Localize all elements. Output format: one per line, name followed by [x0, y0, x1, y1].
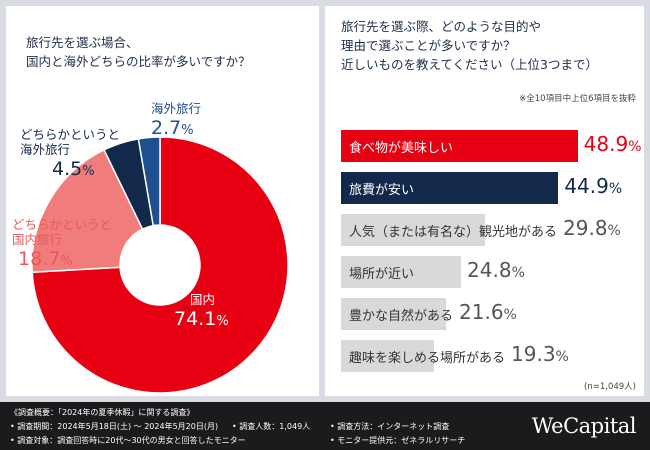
bar-value: 19.3%	[511, 342, 569, 366]
pie-value-domestic: 74.1%	[174, 308, 229, 330]
pie-value-lean-overseas: 4.5%	[52, 158, 95, 180]
monitor-provider: • モニター提供元：ゼネラルリサーチ	[330, 436, 466, 445]
bar-label: 食べ物が美味しい	[349, 141, 454, 156]
pie-value-lean-domestic: 18.7%	[18, 248, 73, 270]
wecapital-logo: WeCapital	[531, 414, 637, 438]
left-panel: 旅行先を選ぶ場合、 国内と海外どちらの比率が多いですか？ 海外旅行 2.7% ど…	[6, 6, 319, 396]
bar-value: 44.9%	[564, 174, 623, 198]
extract-note: ※全10項目中上位6項目を抜粋	[519, 94, 636, 104]
survey-overview: 《調査概要：「2024年の夏季休暇」に関する調査》	[10, 408, 195, 417]
bar	[341, 340, 435, 372]
footer: 《調査概要：「2024年の夏季休暇」に関する調査》 • 調査期間：2024年5月…	[0, 402, 650, 450]
pie-label-lean-domestic-name: どちらかというと 国内旅行	[12, 217, 113, 247]
pie-chart-title: 旅行先を選ぶ場合、 国内と海外どちらの比率が多いですか？	[26, 35, 251, 69]
pie-value-overseas: 2.7%	[151, 117, 194, 139]
bar-label: 人気（または有名な）観光地がある	[349, 225, 558, 240]
bar-value: 29.8%	[563, 216, 621, 240]
bar-label: 旅費が安い	[349, 183, 415, 198]
pie-chart	[31, 136, 289, 394]
bar	[341, 172, 559, 204]
pie-label-domestic-name: 国内	[190, 292, 216, 307]
bar-value: 21.6%	[459, 300, 517, 324]
right-panel: 旅行先を選ぶ際、どのような目的や 理由で選ぶことが多いですか？ 近しいものを教え…	[325, 6, 644, 396]
survey-target: • 調査対象：調査回答時に20代〜30代の男女と回答したモニター	[10, 436, 246, 445]
pie-label-lean-domestic: どちらかというと 国内旅行 18.7%	[12, 202, 112, 289]
bar	[341, 214, 486, 246]
pie-label-lean-overseas-name: どちらかというと 海外旅行	[20, 127, 121, 157]
survey-method: • 調査方法：インターネット調査	[330, 422, 450, 431]
bar	[341, 130, 578, 162]
survey-count: • 調査人数：1,049人	[232, 422, 311, 431]
bar-label: 趣味を楽しめる場所がある	[349, 351, 506, 366]
pie-slice-lean-domestic	[31, 148, 144, 274]
bar-chart-title: 旅行先を選ぶ際、どのような目的や 理由で選ぶことが多いですか？ 近しいものを教え…	[341, 19, 598, 72]
bar	[341, 298, 446, 330]
sample-size: (n=1,049人)	[584, 382, 636, 392]
bar-value: 24.8%	[467, 258, 525, 282]
pie-label-lean-overseas: どちらかというと 海外旅行 4.5%	[20, 112, 120, 199]
pie-label-overseas: 海外旅行 2.7%	[151, 101, 201, 143]
pie-slice-overseas	[137, 136, 161, 227]
survey-period: • 調査期間：2024年5月18日(土) 〜 2024年5月20日(月)	[10, 422, 219, 431]
bar-label: 場所が近い	[349, 267, 415, 282]
pie-label-overseas-name: 海外旅行	[151, 101, 202, 116]
bar-value: 48.9%	[583, 132, 642, 156]
pie-slice-domestic	[31, 136, 289, 394]
bar	[341, 256, 462, 288]
pie-label-domestic: 国内 74.1%	[174, 292, 229, 334]
bar-label: 豊かな自然がある	[349, 309, 454, 324]
